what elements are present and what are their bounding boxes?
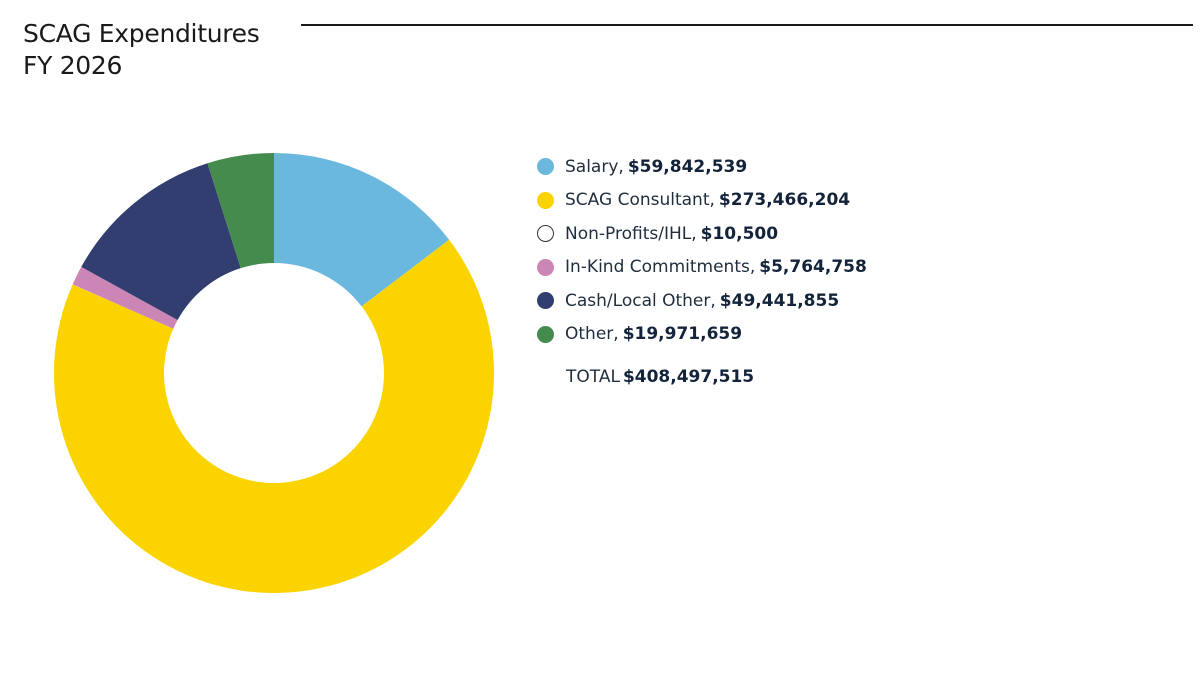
legend-swatch-salary [537, 158, 554, 176]
total-value: $408,497,515 [622, 367, 755, 387]
legend-value-cash-local-other: $49,441,855 [719, 290, 840, 311]
donut-slice-cash-local-other [81, 163, 241, 320]
chart-title: SCAG Expenditures FY 2026 [23, 18, 260, 82]
legend-value-scag-consultant: $273,466,204 [718, 190, 851, 211]
legend-swatch-in-kind-commitments [537, 258, 554, 276]
donut-slice-in-kind-commitments [72, 266, 178, 329]
chart-title-line-2: FY 2026 [23, 51, 123, 80]
legend-item-non-profits-ihl: Non-Profits/IHL, $10,500 [537, 217, 867, 251]
legend-swatch-cash-local-other [537, 292, 554, 310]
donut-slice-other [207, 153, 274, 269]
legend-label-in-kind-commitments: In-Kind Commitments, [565, 257, 756, 278]
legend-swatch-non-profits-ihl [537, 225, 554, 243]
title-rule [301, 24, 1193, 26]
legend: Salary, $59,842,539 SCAG Consultant, $273,4… [537, 150, 867, 387]
legend-label-salary: Salary, [565, 156, 624, 177]
donut-slice-scag-consultant [54, 239, 494, 593]
donut-slice-non-profits-ihl [72, 284, 174, 329]
legend-item-scag-consultant: SCAG Consultant, $273,466,204 [537, 184, 867, 218]
legend-value-in-kind-commitments: $5,764,758 [759, 257, 867, 278]
legend-item-in-kind-commitments: In-Kind Commitments, $5,764,758 [537, 251, 867, 285]
legend-label-scag-consultant: SCAG Consultant, [565, 190, 715, 211]
legend-value-non-profits-ihl: $10,500 [700, 223, 779, 244]
legend-label-non-profits-ihl: Non-Profits/IHL, [565, 223, 697, 244]
donut-slice-salary [274, 153, 450, 307]
total-row: TOTAL $408,497,515 [566, 367, 867, 387]
legend-item-other: Other, $19,971,659 [537, 318, 867, 352]
legend-label-other: Other, [565, 324, 619, 345]
legend-swatch-scag-consultant [537, 191, 554, 209]
chart-title-line-1: SCAG Expenditures [23, 19, 260, 48]
legend-label-cash-local-other: Cash/Local Other, [565, 290, 716, 311]
legend-item-cash-local-other: Cash/Local Other, $49,441,855 [537, 284, 867, 318]
legend-value-salary: $59,842,539 [627, 156, 748, 177]
total-label: TOTAL [566, 367, 620, 387]
legend-swatch-other [537, 325, 554, 343]
donut-chart [54, 153, 494, 593]
legend-value-other: $19,971,659 [622, 324, 743, 345]
legend-item-salary: Salary, $59,842,539 [537, 150, 867, 184]
